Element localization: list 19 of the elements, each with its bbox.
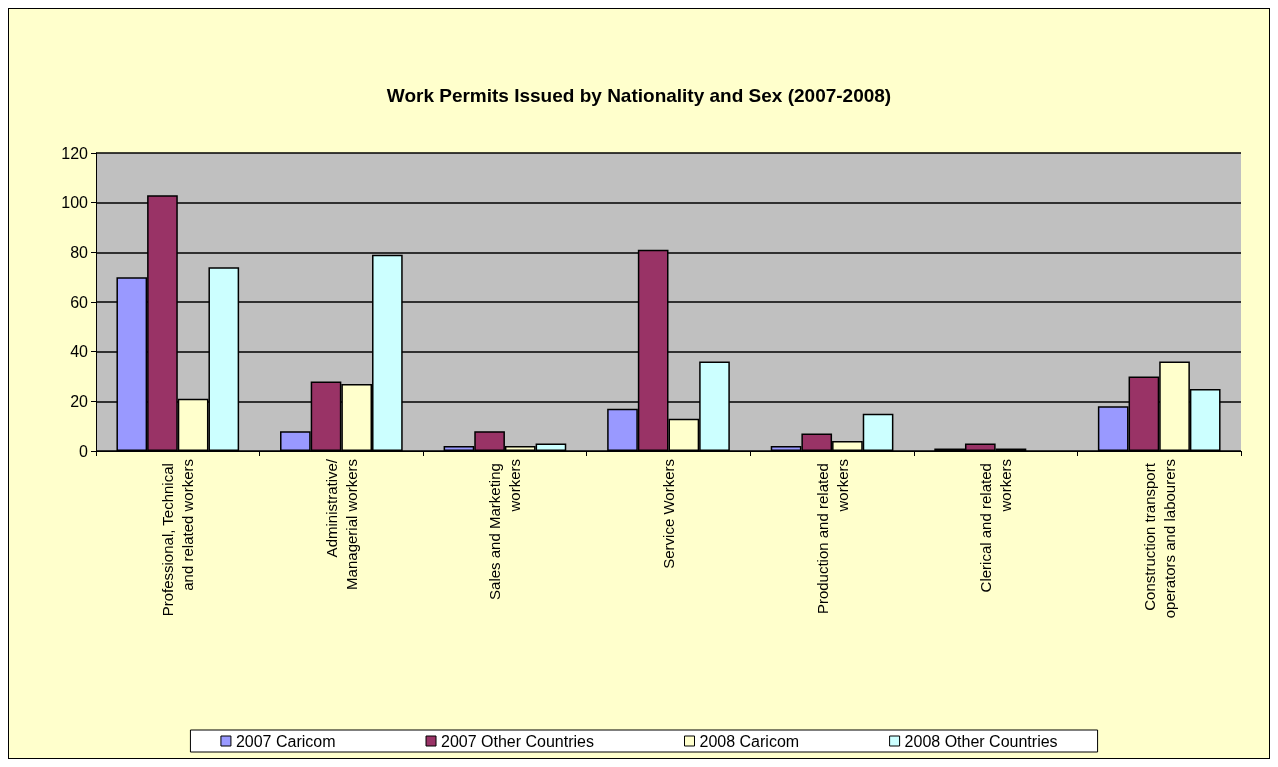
y-tick-label: 120 <box>61 144 89 162</box>
x-tick-label: Service Workers <box>660 459 677 569</box>
x-tick-label: Production and related workers <box>813 459 851 615</box>
x-tick-label: Sales and Marketing workers <box>486 459 524 600</box>
legend-label: 2008 Caricom <box>699 732 800 750</box>
chart-title: Work Permits Issued by Nationality and Sex (2007-2008) <box>386 85 892 106</box>
y-tick-label: 100 <box>61 194 89 212</box>
y-tick-label: 80 <box>70 243 89 261</box>
legend-label: 2007 Other Countries <box>441 732 595 750</box>
legend-label: 2007 Caricom <box>235 732 336 750</box>
y-tick-label: 40 <box>70 343 89 361</box>
y-tick-label: 60 <box>70 293 89 311</box>
x-tick-label: Construction transport operators and labourers <box>1140 459 1178 619</box>
x-tick-label: Professional, Technical and related workers <box>159 459 197 617</box>
y-tick-label: 20 <box>70 392 89 410</box>
y-tick-label: 0 <box>79 442 89 460</box>
x-tick-label: Administrative/Managerial workers <box>322 458 360 590</box>
legend-label: 2008 Other Countries <box>904 732 1058 750</box>
x-tick-label: Clerical and related workers <box>977 459 1015 593</box>
